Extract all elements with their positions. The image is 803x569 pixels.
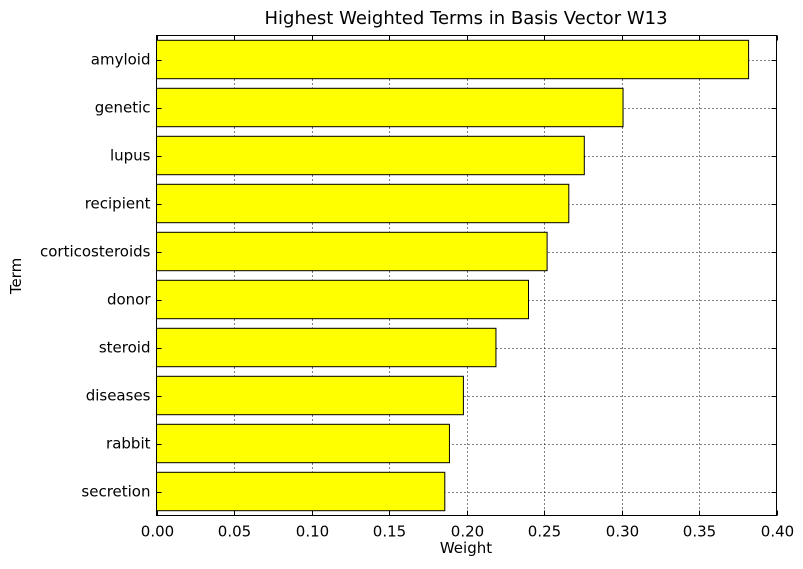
bar-steroid (156, 327, 497, 368)
x-tick-label: 0.40 (761, 523, 794, 541)
x-tick-label: 0.00 (141, 523, 174, 541)
x-tick-label: 0.25 (528, 523, 561, 541)
bars (156, 39, 750, 512)
y-tick-label: lupus (110, 147, 151, 165)
y-tick-label: steroid (99, 339, 151, 357)
bar-lupus (156, 135, 585, 176)
x-tick-label: 0.10 (296, 523, 329, 541)
y-tick-label: genetic (95, 99, 151, 117)
x-tick-label: 0.30 (606, 523, 639, 541)
plot-frame (156, 35, 777, 516)
x-tick-label: 0.05 (218, 523, 251, 541)
bar-diseases (156, 375, 464, 416)
bar-corticosteroids (156, 231, 548, 272)
y-tick-label: secretion (81, 483, 150, 501)
y-tick-label: amyloid (91, 51, 151, 69)
y-axis-label: Term (7, 258, 25, 295)
y-tick-label: corticosteroids (40, 243, 151, 261)
x-tick-label: 0.35 (683, 523, 716, 541)
bar-genetic (156, 87, 624, 128)
bar-amyloid (156, 39, 750, 80)
chart-title: Highest Weighted Terms in Basis Vector W… (264, 8, 667, 29)
x-axis-label: Weight (440, 539, 492, 557)
bar-secretion (156, 471, 446, 512)
x-tick-label: 0.15 (373, 523, 406, 541)
axis-ticks: 0.00 0.05 0.10 0.15 0.20 0.25 0.30 0.35 0.40 amyl… (40, 35, 794, 541)
y-tick-label: diseases (86, 387, 151, 405)
y-tick-label: donor (107, 291, 151, 309)
y-tick-label: recipient (85, 195, 151, 213)
y-tick-label: rabbit (106, 435, 151, 453)
bar-rabbit (156, 423, 450, 464)
bar-donor (156, 279, 529, 320)
x-tick-label: 0.20 (451, 523, 484, 541)
bar-recipient (156, 183, 570, 224)
